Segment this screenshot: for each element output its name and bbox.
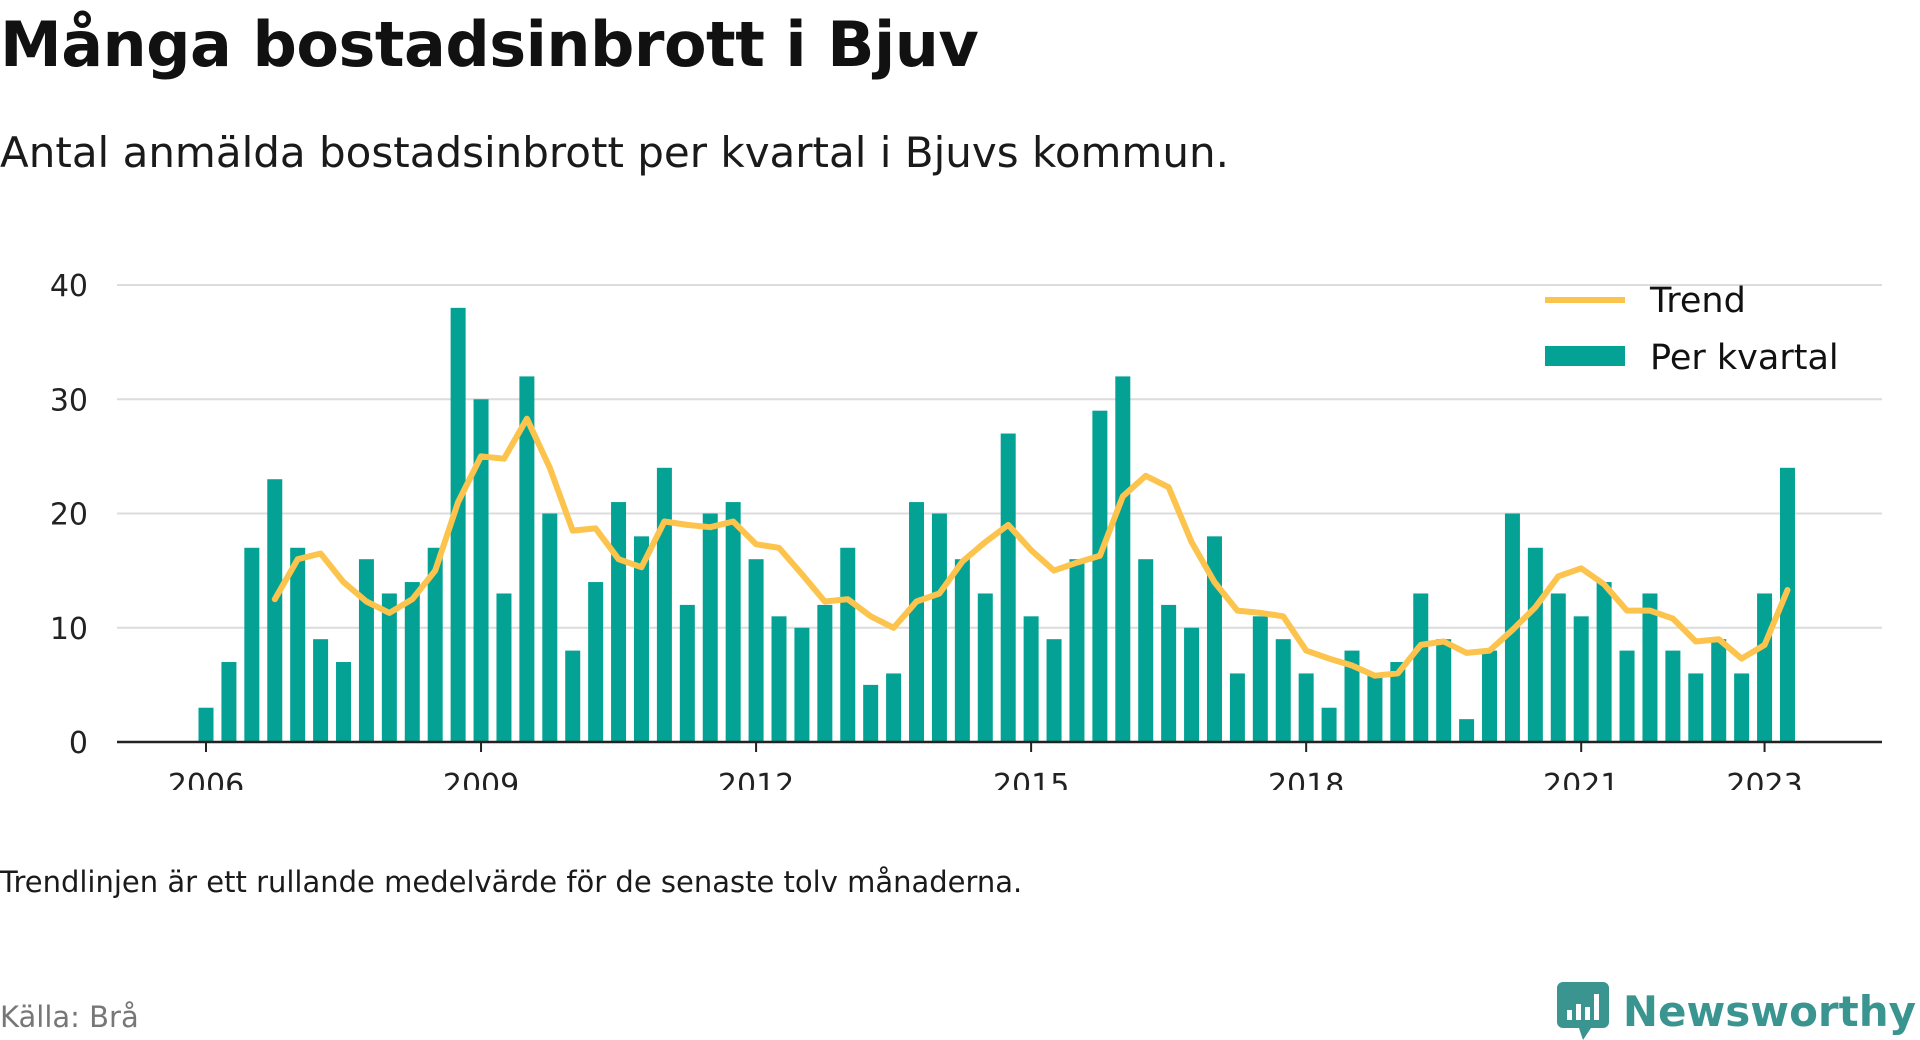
bar	[702, 513, 718, 742]
bar	[427, 547, 443, 742]
x-tick-label: 2012	[718, 768, 794, 790]
bar	[404, 582, 420, 742]
trend-line	[271, 415, 1791, 679]
bar	[817, 604, 833, 742]
bar	[1000, 433, 1016, 742]
bar	[244, 547, 260, 742]
bar	[1642, 593, 1658, 742]
bar	[1459, 719, 1475, 742]
y-tick-label: 40	[50, 269, 88, 304]
bar	[931, 513, 947, 742]
bar	[794, 627, 810, 742]
bar	[313, 639, 329, 742]
bar	[290, 547, 306, 742]
bar	[588, 582, 604, 742]
y-tick-label: 20	[50, 498, 88, 533]
bar	[1665, 650, 1681, 742]
bar	[542, 513, 558, 742]
bar	[909, 502, 925, 742]
bar	[1527, 547, 1543, 742]
grid-lines	[117, 284, 1882, 629]
brand-logo: Newsworthy	[1556, 982, 1916, 1040]
bar	[336, 662, 352, 742]
brand-name: Newsworthy	[1622, 986, 1916, 1036]
bar	[1550, 593, 1566, 742]
bar	[954, 559, 970, 742]
y-tick-label: 0	[69, 726, 88, 761]
bar	[1275, 639, 1291, 742]
bar	[1619, 650, 1635, 742]
bar	[1092, 410, 1108, 742]
bar	[1115, 376, 1131, 742]
newsworthy-icon	[1556, 982, 1609, 1040]
bar	[1757, 593, 1773, 742]
bar	[1138, 559, 1154, 742]
bar	[358, 559, 374, 742]
source-text: Källa: Brå	[0, 1000, 139, 1034]
bar	[679, 604, 695, 742]
bar	[1184, 627, 1200, 742]
chart-title: Många bostadsinbrott i Bjuv	[0, 8, 979, 81]
bar	[1321, 707, 1337, 742]
bar	[1779, 467, 1795, 742]
bar	[473, 399, 489, 742]
bar	[1229, 673, 1245, 742]
bar	[1023, 616, 1039, 742]
bar	[450, 307, 466, 742]
bar	[1069, 559, 1085, 742]
chart-subtitle: Antal anmälda bostadsinbrott per kvartal…	[0, 128, 1229, 177]
bar	[748, 559, 764, 742]
y-tick-label: 30	[50, 383, 88, 418]
bar	[381, 593, 397, 742]
bar	[977, 593, 993, 742]
bar	[1688, 673, 1704, 742]
bar	[1390, 662, 1406, 742]
legend-bar-swatch	[1545, 346, 1625, 366]
x-tick-label: 2006	[168, 768, 244, 790]
bar	[1436, 639, 1452, 742]
bar	[519, 376, 535, 742]
bar	[267, 479, 283, 742]
bar	[1482, 650, 1498, 742]
bar	[1252, 616, 1268, 742]
bar	[656, 467, 672, 742]
bar	[1413, 593, 1429, 742]
bar	[1367, 673, 1383, 742]
bar	[1573, 616, 1589, 742]
bar-series	[198, 307, 1795, 742]
bar	[771, 616, 787, 742]
bar	[1711, 639, 1727, 742]
bar	[1046, 639, 1062, 742]
bar	[1344, 650, 1360, 742]
bar	[1161, 604, 1177, 742]
bar	[633, 536, 649, 742]
bar	[1298, 673, 1314, 742]
bar	[886, 673, 902, 742]
bar	[496, 593, 512, 742]
x-tick-label: 2015	[993, 768, 1069, 790]
bar	[221, 662, 237, 742]
legend-bar-label: Per kvartal	[1650, 338, 1839, 378]
footnote: Trendlinjen är ett rullande medelvärde f…	[0, 865, 1023, 899]
axes: 0 10 20 30 40 2006 2009 2012 2015 2018 2021 2023	[50, 269, 1882, 790]
bar	[1596, 582, 1612, 742]
bar	[611, 502, 627, 742]
bar-line-chart: 0 10 20 30 40 2006 2009 2012 2015 2018 2021 2023 Tr…	[50, 269, 1882, 790]
trend-series	[271, 415, 1791, 679]
bar	[565, 650, 581, 742]
bar	[863, 684, 879, 742]
x-tick-label: 2021	[1543, 768, 1619, 790]
x-tick-label: 2018	[1268, 768, 1344, 790]
bar	[725, 502, 741, 742]
bar	[1734, 673, 1750, 742]
legend: Trend Per kvartal	[1545, 281, 1839, 378]
y-tick-label: 10	[50, 612, 88, 647]
bar	[198, 707, 214, 742]
legend-trend-label: Trend	[1649, 281, 1746, 321]
bar	[840, 547, 856, 742]
x-tick-label: 2009	[443, 768, 519, 790]
x-tick-label: 2023	[1726, 768, 1802, 790]
